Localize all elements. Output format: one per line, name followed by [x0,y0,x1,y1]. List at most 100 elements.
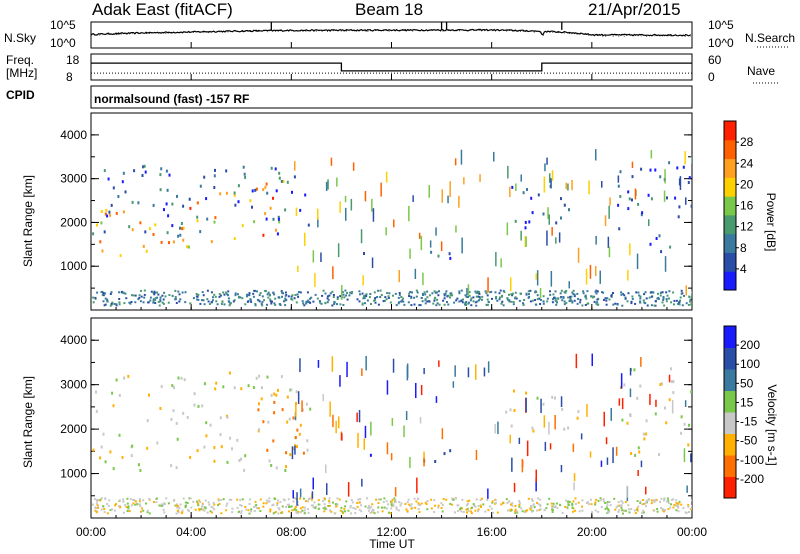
velocity-cell [303,512,306,515]
power-cell [547,207,549,219]
velocity-cell [641,509,644,512]
power-cell [154,299,157,302]
velocity-cell [507,509,509,512]
velocity-cell [124,504,127,507]
velocity-cell [236,438,239,442]
velocity-cell [240,504,243,507]
velocity-cell [322,500,325,503]
power-cell [627,207,630,211]
power-cell [161,294,164,297]
velocity-cell [510,509,513,512]
velocity-cell [171,384,174,388]
velocity-cell [351,501,354,504]
power-cell [585,268,588,285]
power-cell [573,293,576,296]
velocity-cell [290,505,293,508]
velocity-cell [531,500,534,502]
power-cell [134,294,137,297]
power-cell [246,295,248,298]
power-cell [324,302,327,305]
power-cell [637,291,640,294]
velocity-cell [405,508,408,511]
velocity-cell [516,510,519,513]
power-cell [610,294,613,297]
power-cell [465,301,468,303]
power-cell [522,302,524,305]
velocity-cell [470,512,473,515]
power-cell [529,300,532,303]
power-cell [212,296,214,299]
power-cell [658,234,661,238]
velocity-cell [659,500,661,503]
power-cell [177,234,180,238]
power-cell [481,295,484,298]
velocity-cell [667,502,670,505]
velocity-cell [268,459,271,463]
power-cell [293,175,296,179]
power-cell [142,301,145,304]
power-cell [687,303,690,306]
velocity-cell [650,499,653,502]
power-cell [510,277,512,292]
velocity-cell [602,498,605,501]
power-cell [143,293,146,296]
power-cell [196,219,199,223]
velocity-cell [254,500,257,503]
velocity-cell [507,500,510,503]
velocity-cell [482,503,485,506]
velocity-cell [209,423,212,427]
power-cell [409,291,412,293]
velocity-cell [672,506,675,509]
velocity-cell [139,498,141,501]
velocity-cell [306,448,309,452]
power-cell [211,299,214,302]
power-cell [106,298,109,301]
nsearch-tick-bottom: 10^0 [708,36,734,50]
velocity-cell [691,504,692,507]
power-cell [166,231,169,235]
power-cell [654,168,657,172]
velocity-cell [636,509,639,512]
power-cell [392,294,394,297]
velocity-cell [200,508,203,511]
velocity-cell [548,497,551,500]
power-cell [520,292,522,295]
power-cell [291,294,294,297]
velocity-cell [275,393,278,397]
velocity-cell [423,451,425,461]
power-cell [374,298,376,301]
velocity-cell [342,512,345,515]
velocity-cell [668,398,671,402]
velocity-cell [571,506,574,509]
power-cell [535,273,537,280]
power-cell [398,301,401,304]
nsky-label: N.Sky [4,31,37,45]
power-cell [143,296,146,299]
power-cell [125,297,128,300]
power-cell [520,174,522,182]
velocity-cell [551,511,554,513]
power-cell [659,294,662,297]
power-cell [269,294,271,297]
velocity-cell [336,503,339,506]
velocity-cell [676,504,678,507]
velocity-cell [370,505,373,508]
power-cell [536,270,539,286]
power-cell [248,292,251,295]
power-cell [586,302,589,305]
velocity-cell [591,511,593,514]
velocity-cell [594,509,597,512]
velocity-cell [328,504,331,507]
power-cell [447,303,450,306]
velocity-cell [461,498,464,501]
velocity-cell [305,500,307,503]
power-cell [282,179,285,183]
power-cell [223,303,226,306]
velocity-cell [404,503,407,505]
velocity-cell [305,402,308,406]
power-cell [189,302,192,305]
velocity-cell [518,505,521,508]
power-cell [559,296,562,299]
power-cell [276,232,279,236]
velocity-cell [257,507,260,510]
